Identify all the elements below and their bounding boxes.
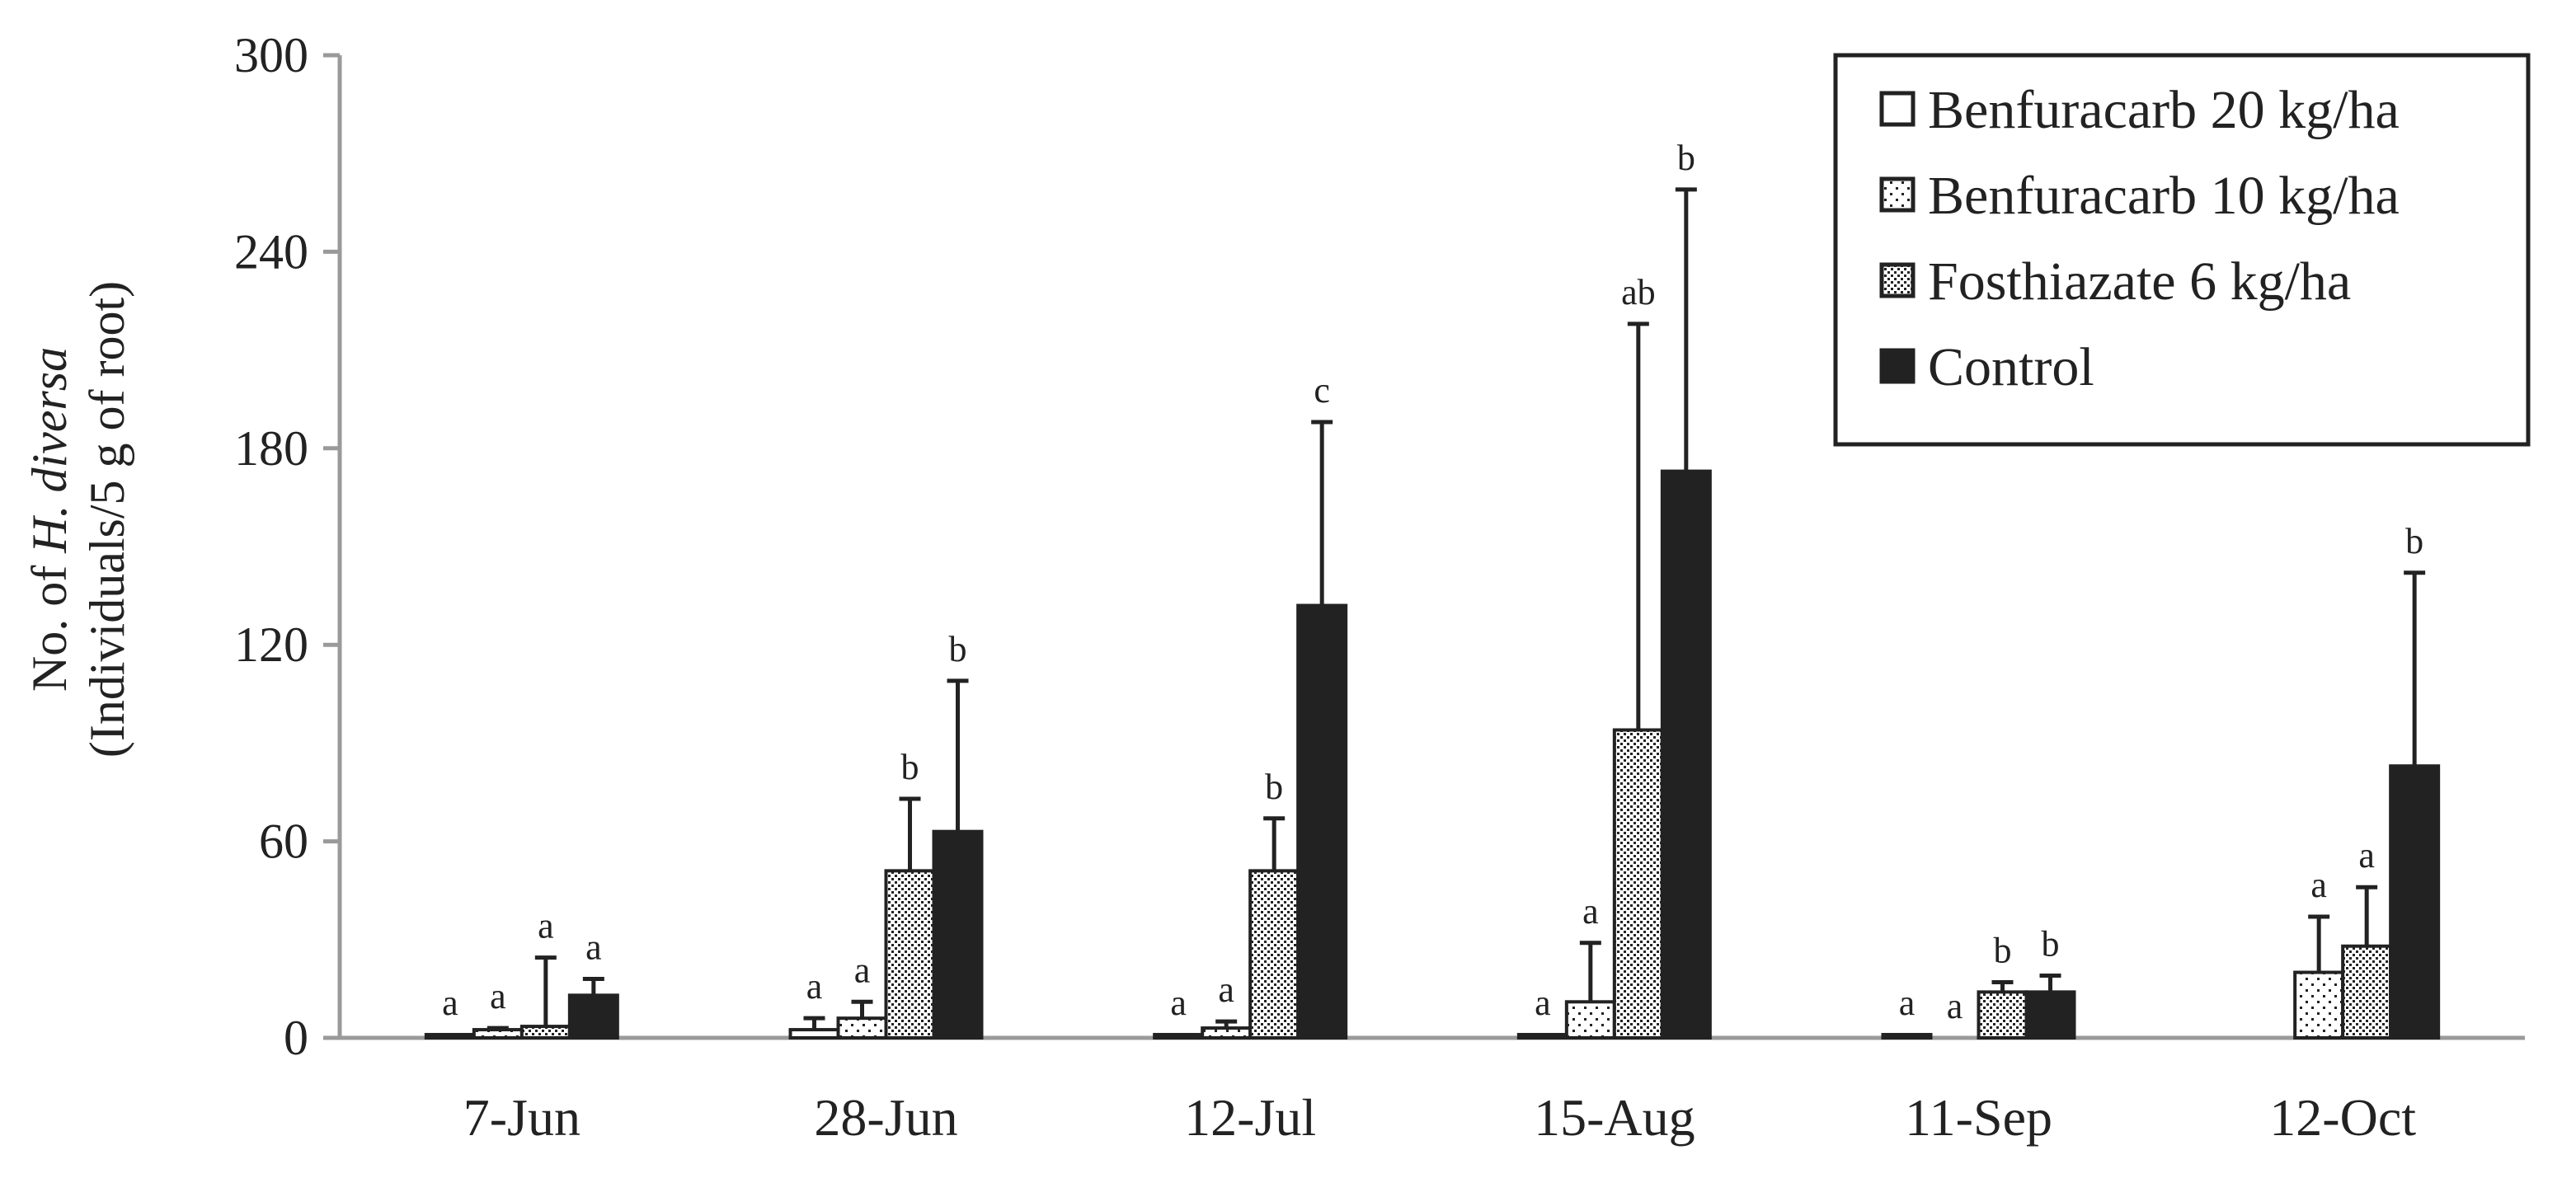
bar	[567, 993, 619, 1040]
significance-letter: a	[585, 927, 602, 967]
bar	[472, 1028, 524, 1040]
x-tick-label: 12-Jul	[1184, 1088, 1316, 1147]
legend-swatch	[1879, 176, 1916, 213]
significance-letter: a	[1535, 983, 1551, 1023]
significance-letter: b	[2405, 521, 2423, 561]
significance-letter: a	[806, 966, 823, 1007]
significance-letter: a	[1170, 983, 1187, 1023]
x-tick-label: 12-Oct	[2269, 1088, 2416, 1147]
bar	[2389, 764, 2441, 1040]
bar	[424, 1033, 476, 1040]
significance-letter: b	[949, 629, 967, 669]
bar	[1977, 990, 2028, 1040]
bar	[1296, 603, 1348, 1040]
significance-letter: a	[1899, 983, 1916, 1023]
significance-letter: a	[2358, 835, 2375, 875]
legend-swatch	[1879, 91, 1916, 127]
significance-letter: ab	[1621, 272, 1656, 312]
x-tick-label: 11-Sep	[1905, 1088, 2052, 1147]
bar	[1660, 469, 1712, 1040]
bar	[1248, 869, 1300, 1040]
significance-letter: a	[538, 906, 554, 946]
significance-letter: a	[2310, 865, 2327, 905]
y-tick-label: 120	[234, 617, 308, 672]
legend-label: Benfuracarb 10 kg/ha	[1928, 166, 2400, 226]
x-tick-label: 28-Jun	[814, 1088, 957, 1147]
y-tick-label: 240	[234, 224, 308, 279]
y-axis-title-species: H. diversa	[22, 347, 77, 554]
significance-letter: c	[1314, 370, 1330, 411]
x-tick-labels: 7-Jun 28-Jun 12-Jul 15-Aug 11-Sep 12-Oct	[463, 1088, 2417, 1147]
bar	[519, 1025, 571, 1040]
bar	[836, 1016, 888, 1040]
error-bars	[487, 187, 2426, 1030]
legend: Benfuracarb 20 kg/ha Benfuracarb 10 kg/ha…	[1833, 53, 2531, 447]
bar	[1516, 1033, 1568, 1040]
significance-letter: b	[1265, 767, 1283, 807]
y-axis-title-prefix: No. of	[22, 553, 77, 692]
significance-letter: b	[2042, 924, 2060, 964]
legend-box	[1833, 53, 2531, 447]
bar	[932, 829, 984, 1040]
y-axis-title-line1: No. of H. diversa	[22, 347, 77, 692]
y-axis-title-line2: (Individuals/5 g of root)	[80, 281, 134, 758]
legend-label: Fosthiazate 6 kg/ha	[1928, 251, 2351, 312]
bar	[1564, 1000, 1616, 1040]
bar	[2024, 990, 2076, 1040]
legend-label: Control	[1928, 337, 2094, 397]
significance-letter: b	[901, 747, 919, 787]
bar	[1612, 728, 1664, 1040]
axes	[337, 55, 2525, 1040]
significance-letter: a	[1947, 986, 1963, 1026]
y-tick-label: 300	[234, 28, 308, 82]
x-tick-label: 15-Aug	[1534, 1088, 1695, 1147]
bar	[1881, 1033, 1933, 1040]
y-axis-title: No. of H. diversa (Individuals/5 g of ro…	[22, 281, 134, 758]
legend-label: Benfuracarb 20 kg/ha	[1928, 80, 2400, 140]
significance-letter: a	[490, 976, 506, 1016]
significance-letter: a	[854, 950, 871, 990]
bar	[2341, 944, 2393, 1040]
significance-letter: a	[1218, 969, 1234, 1010]
y-ticks: 0 60 120 180 240 300	[234, 28, 340, 1065]
bars	[424, 469, 2441, 1040]
legend-swatch	[1879, 262, 1916, 298]
significance-letter: b	[1677, 138, 1695, 178]
significance-letter: b	[1994, 930, 2012, 970]
bar	[884, 869, 936, 1040]
y-tick-label: 60	[259, 814, 308, 869]
bar	[788, 1028, 840, 1040]
legend-swatch	[1879, 348, 1916, 384]
significance-letter: a	[442, 983, 458, 1023]
y-tick-label: 180	[234, 421, 308, 476]
y-tick-label: 0	[284, 1011, 308, 1065]
bar	[2293, 970, 2345, 1040]
significance-letter: a	[1582, 891, 1599, 932]
bar	[1153, 1033, 1205, 1040]
bar	[1201, 1026, 1253, 1040]
x-tick-label: 7-Jun	[463, 1088, 581, 1147]
